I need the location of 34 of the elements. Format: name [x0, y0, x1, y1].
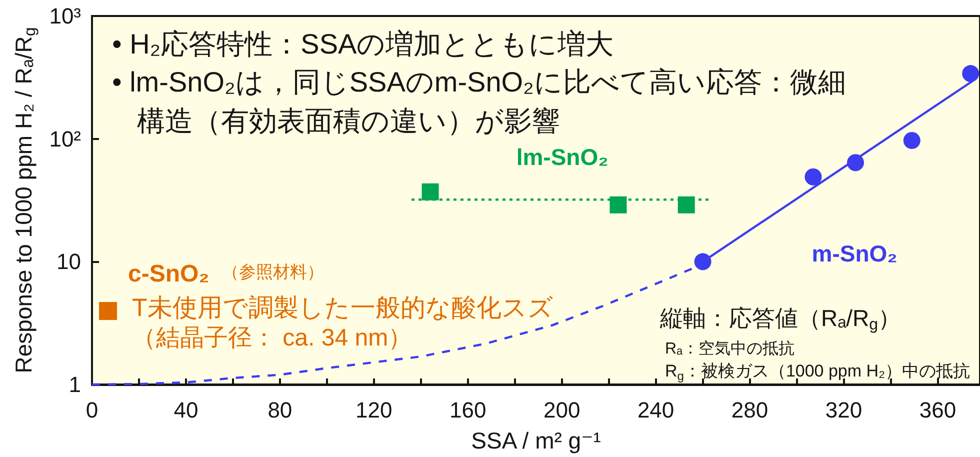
- x-tick-label: 280: [731, 398, 768, 422]
- annotation: Rₐ：空気中の抵抗: [665, 340, 795, 358]
- annotation: T未使用で調製した一般的な酸化スズ: [132, 294, 554, 322]
- point: [678, 196, 695, 214]
- point: [694, 253, 712, 270]
- y-axis-title: Response to 1000 ppm H₂ / Rₐ/Rg: [10, 27, 39, 374]
- series-label: lm-SnO₂: [516, 144, 608, 170]
- annotation: 構造（有効表面積の違い）が影響: [137, 106, 560, 136]
- point: [903, 132, 920, 149]
- x-tick-label: 0: [86, 398, 98, 422]
- annotation: （結晶子径： ca. 34 nm）: [132, 324, 412, 352]
- point: [610, 196, 627, 214]
- x-tick-label: 360: [919, 398, 956, 422]
- x-tick-label: 80: [268, 398, 292, 422]
- annotation: （参照材料）: [222, 262, 324, 282]
- x-tick-label: 40: [174, 398, 198, 422]
- y-tick-label: 10: [56, 249, 81, 274]
- x-tick-label: 240: [637, 398, 674, 422]
- annotation: • H₂応答特性：SSAの増加とともに増大: [112, 28, 614, 60]
- x-axis-title: SSA / m² g⁻¹: [471, 428, 602, 454]
- y-tick-label: 10²: [49, 126, 81, 152]
- text: m-SnO₂: [812, 240, 898, 267]
- point: [962, 65, 980, 82]
- point: [804, 168, 822, 186]
- annotation: c-SnO₂: [128, 260, 210, 288]
- point: [847, 154, 864, 172]
- x-tick-label: 160: [450, 398, 486, 422]
- x-tick-label: 200: [543, 398, 580, 422]
- annotation: • lm-SnO₂は，同じSSAのm-SnO₂に比べて高い応答：微細: [112, 66, 846, 98]
- x-tick-label: 320: [825, 398, 862, 422]
- x-tick-label: 120: [356, 398, 392, 422]
- y-tick-label: 1: [68, 372, 81, 397]
- y-tick-label: 10³: [49, 4, 81, 28]
- point: [422, 183, 439, 200]
